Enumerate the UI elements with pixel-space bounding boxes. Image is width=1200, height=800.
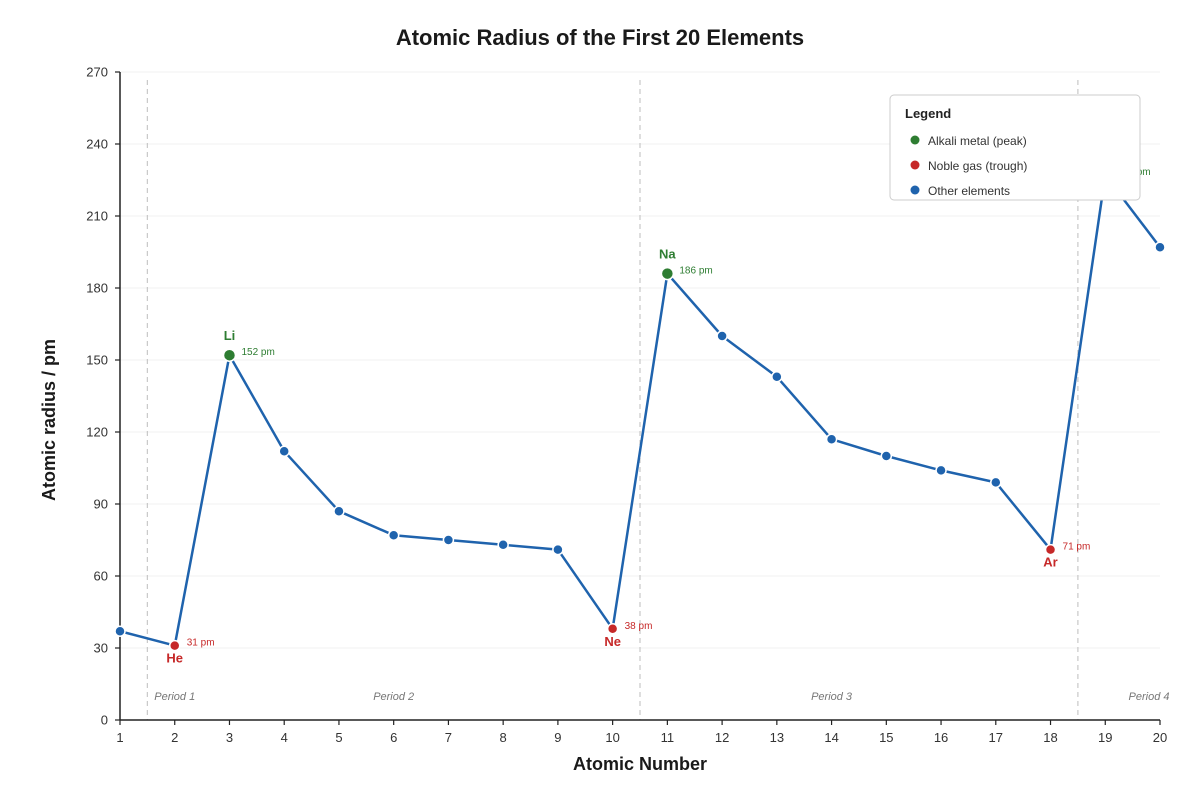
data-point [660, 266, 675, 281]
series-line-layer [119, 173, 1161, 647]
data-point [222, 348, 237, 362]
x-tick-label: 1 [116, 730, 123, 745]
x-tick-label: 11 [661, 730, 675, 745]
legend-label-other: Other elements [928, 184, 1010, 198]
data-point [1154, 241, 1166, 253]
x-tick-label: 2 [171, 730, 178, 745]
x-tick-label: 16 [934, 730, 948, 745]
y-tick-label: 240 [86, 137, 108, 152]
data-point [442, 534, 455, 546]
x-tick-label: 13 [770, 730, 784, 745]
legend-label-alkali: Alkali metal (peak) [928, 134, 1027, 148]
data-point [716, 330, 728, 342]
x-tick-label: 6 [390, 730, 397, 745]
y-tick-label: 60 [94, 569, 108, 584]
data-point [990, 476, 1002, 489]
x-tick-label: 7 [445, 730, 452, 745]
value-label: 71 pm [1063, 542, 1091, 553]
x-tick-label: 14 [824, 730, 838, 745]
y-tick-label: 30 [94, 641, 108, 656]
y-tick-label: 120 [86, 425, 108, 440]
period-label: Period 4 [1129, 691, 1170, 703]
period-label: Period 3 [811, 691, 853, 703]
period-label: Period 1 [154, 691, 195, 703]
element-symbol-label: Ar [1043, 555, 1057, 570]
chart-title: Atomic Radius of the First 20 Elements [396, 25, 804, 50]
legend-title: Legend [905, 106, 951, 121]
x-tick-label: 5 [335, 730, 342, 745]
period-label-layer: Period 1 Period 2 Period 3 Period 4 [154, 691, 1169, 703]
x-tick-label: 20 [1153, 730, 1167, 745]
period-label: Period 2 [373, 691, 414, 703]
legend-label-noble: Noble gas (trough) [928, 159, 1027, 173]
value-label: 31 pm [187, 638, 215, 649]
x-tick-label: 8 [500, 730, 507, 745]
data-point [606, 623, 619, 635]
x-tick-label: 17 [989, 730, 1003, 745]
data-point [278, 445, 290, 457]
value-label: 186 pm [679, 266, 712, 277]
y-tick-label: 150 [86, 353, 108, 368]
x-axis-title: Atomic Number [573, 754, 707, 774]
y-tick-label: 0 [101, 713, 108, 728]
x-tick-label: 19 [1098, 730, 1112, 745]
legend-marker-alkali [910, 135, 920, 145]
period-divider-layer [146, 80, 1079, 720]
x-tick-label: 15 [879, 730, 893, 745]
y-axis-title: Atomic radius / pm [39, 339, 59, 501]
data-point [168, 639, 181, 652]
y-tick-label: 180 [86, 281, 108, 296]
data-point [771, 371, 783, 383]
data-point [1044, 543, 1057, 556]
data-point [387, 529, 400, 541]
x-tick-label: 4 [281, 730, 288, 745]
x-tick-label: 12 [715, 730, 729, 745]
data-point [114, 625, 126, 637]
data-point [880, 450, 893, 462]
legend-marker-noble [910, 160, 920, 170]
data-point [935, 464, 947, 477]
x-tick-label: 9 [554, 730, 561, 745]
series-line [119, 173, 1161, 647]
data-point [497, 539, 509, 551]
y-tick-label: 90 [94, 497, 108, 512]
y-tick-label: 270 [86, 65, 108, 80]
data-point [825, 433, 838, 445]
element-symbol-label: He [166, 651, 183, 666]
x-tick-label: 10 [605, 730, 619, 745]
x-tick-label: 18 [1043, 730, 1057, 745]
value-label: 152 pm [241, 347, 274, 358]
element-symbol-label: Ne [604, 634, 621, 649]
element-symbol-label: Li [224, 328, 236, 343]
y-tick-label: 210 [86, 209, 108, 224]
legend-box [889, 94, 1141, 201]
data-point-layer [114, 168, 1166, 652]
data-point [333, 505, 345, 517]
x-tick-label: 3 [226, 730, 233, 745]
element-symbol-label: Na [659, 247, 676, 262]
value-label: 38 pm [625, 621, 653, 632]
legend-marker-other [910, 185, 920, 195]
legend: Legend Alkali metal (peak) Noble gas (tr… [889, 94, 1141, 201]
data-point [552, 543, 564, 556]
